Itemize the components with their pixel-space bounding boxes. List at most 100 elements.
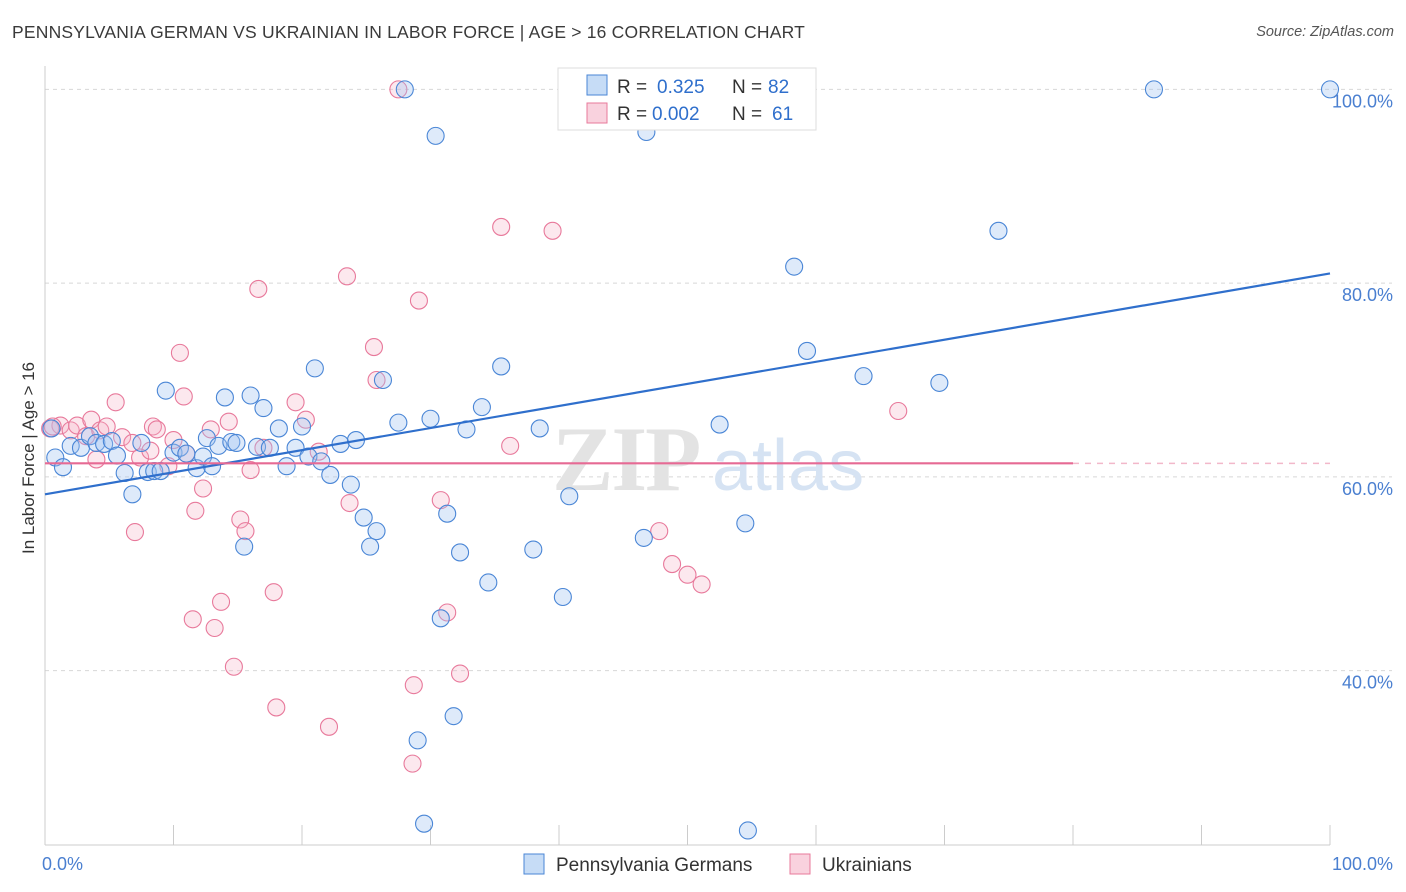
data-point [241, 386, 260, 405]
data-point [930, 373, 949, 392]
data-point [785, 257, 804, 276]
data-point [254, 399, 273, 418]
data-point [426, 126, 445, 145]
data-point [444, 707, 463, 726]
data-point [337, 267, 357, 286]
stats-r-value: 0.002 [652, 104, 700, 125]
data-point [415, 814, 434, 833]
data-point [80, 427, 100, 446]
data-point [132, 433, 151, 453]
data-point [1320, 80, 1340, 99]
data-point [102, 431, 121, 451]
data-point [530, 419, 549, 438]
data-point [663, 555, 682, 574]
legend-item-ukrainians: Ukrainians [789, 853, 912, 876]
x-tick-label: 100.0% [1332, 854, 1393, 874]
stats-n-label: N = [732, 104, 762, 125]
data-point [113, 428, 132, 447]
data-point [389, 413, 408, 432]
data-point [678, 565, 697, 584]
y-tick-label: 80.0% [1342, 285, 1393, 305]
data-point [797, 341, 817, 360]
data-point [354, 508, 373, 527]
stats-r-value: 0.325 [657, 77, 705, 98]
data-point [710, 415, 729, 434]
data-point [249, 279, 268, 298]
watermark-atlas: atlas [712, 426, 864, 506]
data-point [634, 528, 653, 547]
data-point [438, 504, 457, 523]
data-point [264, 583, 283, 602]
data-point [364, 338, 384, 357]
data-point [738, 821, 757, 840]
axes [44, 66, 1331, 846]
data-point [736, 514, 755, 533]
legend-item-pennsylvania-germans: Pennsylvania Germans [523, 853, 752, 876]
data-point [524, 540, 543, 559]
data-point [389, 80, 408, 99]
legend-label: Ukrainians [822, 855, 912, 876]
data-point [403, 754, 422, 773]
data-point [543, 221, 562, 240]
data-point [889, 401, 908, 421]
y-tick-label: 60.0% [1342, 479, 1393, 499]
data-point [131, 448, 150, 467]
data-point [373, 370, 393, 390]
data-point [292, 417, 312, 436]
y-tick-labels: 40.0% 60.0% 80.0% 100.0% [1332, 91, 1393, 692]
data-point [156, 381, 175, 400]
data-point [989, 221, 1008, 240]
data-point [341, 475, 360, 494]
x-tick-label: 0.0% [42, 854, 83, 874]
data-point [340, 493, 359, 513]
stats-n-value: 82 [768, 77, 789, 98]
data-point [42, 419, 61, 438]
data-point [269, 419, 288, 438]
data-point [147, 420, 166, 439]
data-point [409, 291, 428, 310]
stats-r-label: R = [617, 104, 647, 125]
data-point [451, 664, 470, 683]
data-point [151, 462, 170, 481]
data-point [472, 398, 491, 417]
data-point [501, 436, 520, 455]
data-point [236, 522, 255, 541]
chart-title: PENNSYLVANIA GERMAN VS UKRAINIAN IN LABO… [12, 22, 806, 42]
trend-lines [44, 272, 1331, 496]
data-point [241, 461, 260, 480]
stats-legend-row-pink: R = 0.002 N = 61 [586, 102, 793, 125]
data-point [222, 432, 241, 452]
stats-n-label: N = [732, 77, 762, 98]
data-point [367, 522, 386, 541]
data-point [219, 412, 238, 431]
data-point [46, 448, 65, 467]
data-point [231, 510, 250, 529]
data-point [267, 698, 286, 717]
y-axis-label: In Labor Force | Age > 16 [19, 362, 38, 554]
data-point [201, 420, 220, 439]
data-point [186, 501, 205, 520]
data-point [404, 676, 423, 695]
data-point [854, 367, 873, 386]
data-point [170, 343, 189, 362]
data-point [106, 393, 125, 412]
data-point [408, 731, 427, 750]
data-point [87, 450, 106, 469]
data-point [286, 393, 305, 412]
data-point [492, 357, 511, 376]
stats-legend-row-blue: R = 0.325 N = 82 [586, 74, 789, 98]
series-legend: Pennsylvania Germans Ukrainians [523, 853, 912, 876]
data-point [183, 610, 202, 629]
data-point [560, 487, 579, 506]
data-point [125, 523, 144, 542]
y-tick-label: 40.0% [1342, 673, 1393, 693]
data-point [312, 452, 331, 471]
data-point [227, 433, 246, 453]
data-point [87, 433, 106, 453]
data-point [247, 437, 267, 456]
stats-legend: R = 0.325 N = 82 R = 0.002 N = 61 [557, 67, 817, 131]
data-point [194, 479, 213, 498]
data-point [53, 458, 73, 477]
data-point [431, 609, 450, 628]
